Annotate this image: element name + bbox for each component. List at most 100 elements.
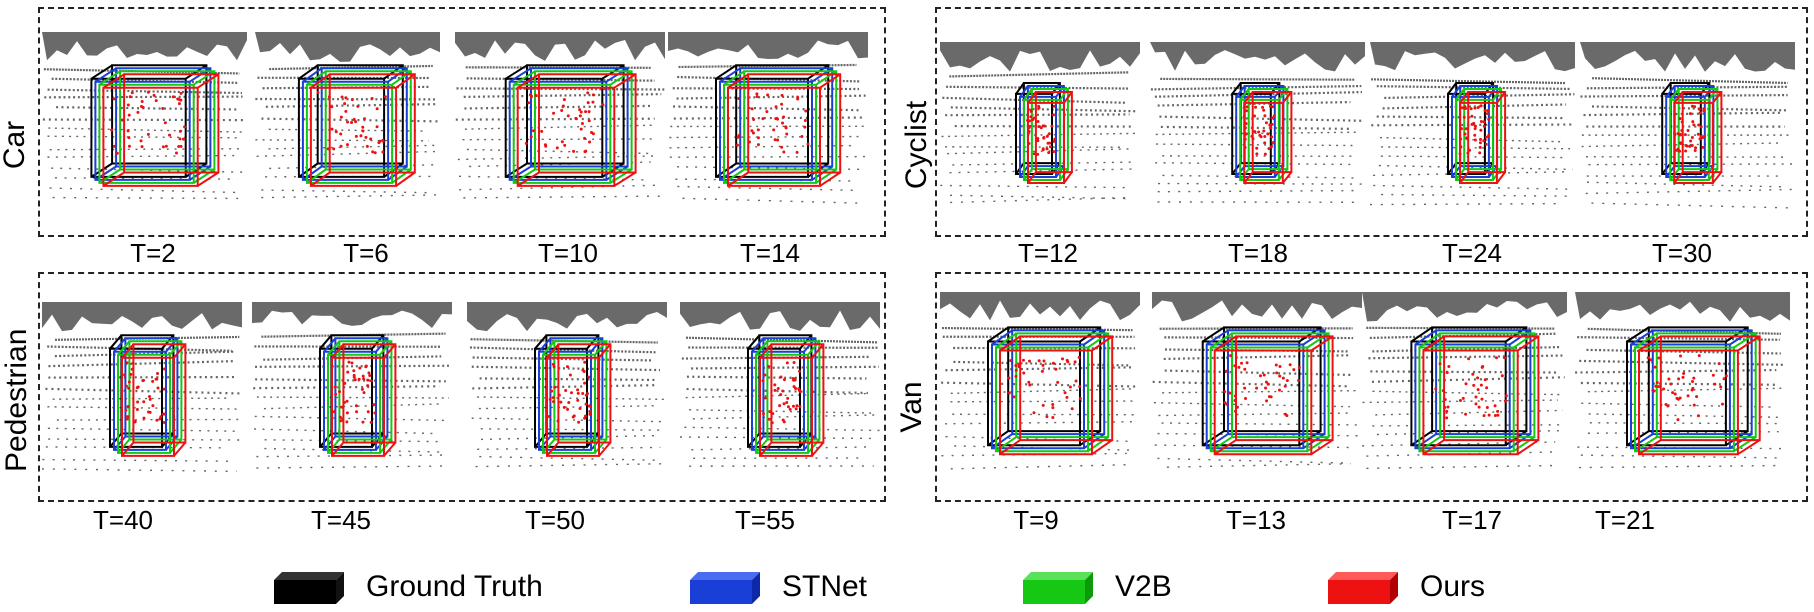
target-point [1694, 146, 1698, 150]
target-point [1036, 152, 1040, 156]
background-point-cloud [940, 42, 1140, 72]
target-point [1702, 109, 1706, 113]
scan-line [689, 409, 875, 414]
target-point [1267, 147, 1271, 151]
target-point [1482, 139, 1486, 143]
target-point [381, 138, 385, 142]
scan-line [675, 178, 856, 182]
target-point [584, 402, 588, 406]
scan-line [464, 104, 653, 110]
target-point [767, 417, 771, 421]
scan-line [1164, 369, 1354, 377]
target-point [179, 144, 183, 148]
target-point [1037, 106, 1041, 110]
target-point [1504, 394, 1508, 398]
target-point [1683, 133, 1687, 137]
scan-line [1166, 463, 1351, 468]
target-point [1487, 117, 1491, 121]
target-point [125, 361, 129, 365]
scan-line [1586, 85, 1788, 90]
target-point [756, 128, 760, 132]
target-point [1673, 392, 1677, 396]
target-point [1500, 374, 1504, 378]
target-point [782, 402, 786, 406]
target-point [343, 381, 347, 385]
scan-line [940, 184, 1127, 189]
bounding-box [995, 332, 1110, 453]
target-point [1466, 151, 1470, 155]
target-point [803, 119, 807, 123]
scan-line [950, 196, 1134, 204]
target-point [130, 367, 134, 371]
target-point [135, 407, 139, 411]
target-point [578, 406, 582, 410]
bounding-box [1422, 335, 1540, 456]
scan-line [1378, 164, 1573, 171]
target-point [590, 131, 594, 135]
scan-line [1160, 125, 1351, 130]
scan-line [261, 194, 440, 199]
scan-line [1164, 336, 1354, 340]
scan-line [1579, 359, 1785, 366]
target-point [552, 365, 556, 369]
target-point [1484, 142, 1488, 146]
scan-line [463, 195, 663, 199]
scan-line [253, 385, 440, 390]
target-point [756, 136, 760, 140]
target-point [587, 375, 591, 379]
target-point [583, 414, 587, 418]
target-point [551, 396, 555, 400]
scan-line [42, 468, 237, 473]
target-point [1479, 104, 1483, 108]
background-point-cloud [1152, 292, 1362, 322]
target-point [162, 420, 166, 424]
target-point [1458, 152, 1462, 156]
target-point [330, 105, 334, 109]
target-point [1263, 114, 1267, 118]
target-point [1244, 132, 1248, 136]
scan-line [477, 396, 665, 401]
cyclist-panel [935, 7, 1808, 237]
target-point [354, 120, 358, 124]
target-point [766, 93, 770, 97]
scan-line [261, 332, 446, 338]
target-point [162, 387, 166, 391]
scan-line [1150, 84, 1362, 91]
target-point [752, 118, 756, 122]
scan-line [1376, 115, 1564, 120]
target-point [1263, 152, 1267, 156]
target-point [1487, 413, 1491, 417]
lidar-scene [467, 302, 667, 468]
target-point [1048, 141, 1052, 145]
target-point [350, 120, 354, 124]
category-label-pedestrian: Pedestrian [0, 328, 33, 472]
target-point [1242, 114, 1246, 118]
target-point [174, 151, 178, 155]
target-point [340, 95, 344, 99]
lidar-scene [1152, 292, 1362, 468]
target-point [346, 370, 350, 374]
target-point [1686, 394, 1690, 398]
target-point [1258, 374, 1262, 378]
target-point [540, 129, 544, 133]
target-point [1266, 132, 1270, 136]
target-point [1438, 362, 1442, 366]
target-point [791, 404, 795, 408]
target-point [1229, 354, 1233, 358]
target-point [1464, 382, 1468, 386]
scan-line [471, 365, 660, 372]
target-point [795, 150, 799, 154]
target-point [1028, 119, 1032, 123]
scan-line [1375, 409, 1563, 416]
target-point [1007, 376, 1011, 380]
target-point [1257, 130, 1261, 134]
target-point [1281, 376, 1285, 380]
legend-label: STNet [782, 570, 868, 603]
timestep-label: T=30 [1652, 238, 1712, 268]
target-point [1690, 104, 1694, 108]
target-point [152, 93, 156, 97]
target-point [358, 366, 362, 370]
target-point [1077, 355, 1081, 359]
target-point [148, 394, 152, 398]
scan-line [684, 426, 880, 432]
